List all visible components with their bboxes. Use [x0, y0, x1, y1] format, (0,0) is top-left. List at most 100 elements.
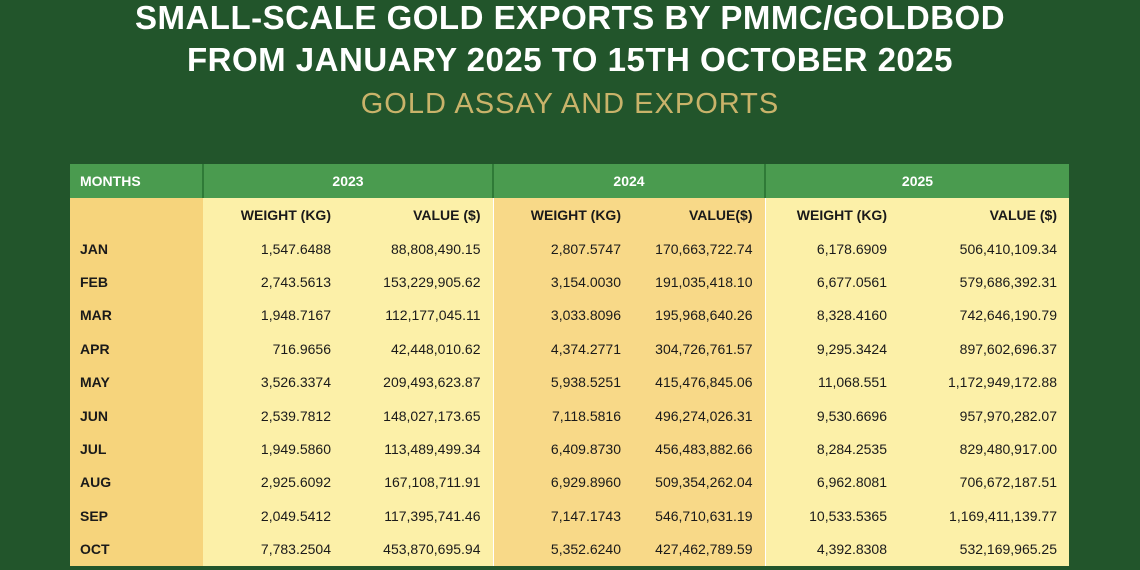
months-header: MONTHS	[70, 164, 203, 198]
value-2024-cell: 195,968,640.26	[629, 298, 765, 333]
table-row: JAN 1,547.6488 88,808,490.15 2,807.5747 …	[70, 232, 1069, 266]
value-2025-cell: 829,480,917.00	[895, 432, 1069, 466]
month-cell: MAR	[70, 298, 203, 333]
weight-2025-cell: 6,962.8081	[764, 465, 895, 500]
weight-2025-cell: 8,284.2535	[764, 432, 895, 466]
value-2025-cell: 1,169,411,139.77	[895, 499, 1069, 533]
month-cell: MAY	[70, 365, 203, 399]
weight-2025-cell: 10,533.5365	[764, 499, 895, 533]
year-header-row: MONTHS 2023 2024 2025	[70, 164, 1069, 198]
weight-2025-cell: 9,295.3424	[764, 332, 895, 366]
value-2024-cell: 509,354,262.04	[629, 465, 765, 500]
value-2023-cell: 113,489,499.34	[339, 432, 493, 466]
weight-2024-cell: 6,409.8730	[492, 432, 629, 466]
month-subheader-blank	[70, 198, 203, 232]
value-2025-cell: 579,686,392.31	[895, 265, 1069, 299]
value-2025-cell: 532,169,965.25	[895, 532, 1069, 566]
weight-header-2024: WEIGHT (KG)	[492, 198, 629, 232]
table-row: FEB 2,743.5613 153,229,905.62 3,154.0030…	[70, 265, 1069, 299]
weight-2024-cell: 5,352.6240	[492, 532, 629, 566]
value-header-2025: VALUE ($)	[895, 198, 1069, 232]
page-subtitle: GOLD ASSAY AND EXPORTS	[360, 88, 780, 120]
value-2024-cell: 456,483,882.66	[629, 432, 765, 466]
year-header-2023: 2023	[202, 164, 493, 198]
value-header-2024: VALUE($)	[629, 198, 765, 232]
weight-2024-cell: 6,929.8960	[492, 465, 629, 500]
weight-2024-cell: 7,147.1743	[492, 499, 629, 533]
value-2023-cell: 88,808,490.15	[339, 232, 493, 266]
weight-2024-cell: 5,938.5251	[492, 365, 629, 399]
value-2024-cell: 191,035,418.10	[629, 265, 765, 299]
gold-exports-table: MONTHS 2023 2024 2025 WEIGHT (KG) VALUE …	[70, 164, 1069, 566]
value-2025-cell: 957,970,282.07	[895, 398, 1069, 433]
value-2023-cell: 209,493,623.87	[339, 365, 493, 399]
table-row: MAY 3,526.3374 209,493,623.87 5,938.5251…	[70, 365, 1069, 399]
weight-2023-cell: 1,949.5860	[203, 432, 339, 466]
title-line-1: SMALL-SCALE GOLD EXPORTS BY PMMC/GOLDBOD	[134, 0, 1006, 36]
table-row: AUG 2,925.6092 167,108,711.91 6,929.8960…	[70, 465, 1069, 500]
weight-2023-cell: 3,526.3374	[203, 365, 339, 399]
month-cell: APR	[70, 332, 203, 366]
weight-header-2023: WEIGHT (KG)	[203, 198, 339, 232]
table-row: JUN 2,539.7812 148,027,173.65 7,118.5816…	[70, 398, 1069, 433]
value-2024-cell: 415,476,845.06	[629, 365, 765, 399]
weight-2023-cell: 2,743.5613	[203, 265, 339, 299]
weight-2025-cell: 4,392.8308	[764, 532, 895, 566]
month-cell: JUN	[70, 398, 203, 433]
weight-header-2025: WEIGHT (KG)	[764, 198, 895, 232]
table-row: OCT 7,783.2504 453,870,695.94 5,352.6240…	[70, 532, 1069, 566]
table-row: MAR 1,948.7167 112,177,045.11 3,033.8096…	[70, 298, 1069, 333]
value-2023-cell: 117,395,741.46	[339, 499, 493, 533]
value-2025-cell: 1,172,949,172.88	[895, 365, 1069, 399]
value-2024-cell: 546,710,631.19	[629, 499, 765, 533]
month-cell: AUG	[70, 465, 203, 500]
table-row: APR 716.9656 42,448,010.62 4,374.2771 30…	[70, 332, 1069, 366]
value-2023-cell: 453,870,695.94	[339, 532, 493, 566]
value-2024-cell: 170,663,722.74	[629, 232, 765, 266]
weight-2023-cell: 2,539.7812	[203, 398, 339, 433]
weight-2024-cell: 2,807.5747	[492, 232, 629, 266]
page-title: SMALL-SCALE GOLD EXPORTS BY PMMC/GOLDBOD…	[0, 0, 1140, 81]
table-row: SEP 2,049.5412 117,395,741.46 7,147.1743…	[70, 499, 1069, 533]
weight-2023-cell: 2,049.5412	[203, 499, 339, 533]
title-line-2: FROM JANUARY 2025 TO 15TH OCTOBER 2025	[186, 41, 953, 78]
value-2025-cell: 742,646,190.79	[895, 298, 1069, 333]
weight-2024-cell: 3,033.8096	[492, 298, 629, 333]
value-2023-cell: 153,229,905.62	[339, 265, 493, 299]
table-row: JUL 1,949.5860 113,489,499.34 6,409.8730…	[70, 432, 1069, 466]
value-2025-cell: 706,672,187.51	[895, 465, 1069, 500]
weight-2024-cell: 4,374.2771	[492, 332, 629, 366]
weight-2025-cell: 6,677.0561	[764, 265, 895, 299]
value-2025-cell: 897,602,696.37	[895, 332, 1069, 366]
month-cell: FEB	[70, 265, 203, 299]
weight-2025-cell: 8,328.4160	[764, 298, 895, 333]
value-2023-cell: 167,108,711.91	[339, 465, 493, 500]
month-cell: OCT	[70, 532, 203, 566]
month-cell: SEP	[70, 499, 203, 533]
value-2024-cell: 427,462,789.59	[629, 532, 765, 566]
value-2023-cell: 42,448,010.62	[339, 332, 493, 366]
weight-2023-cell: 1,547.6488	[203, 232, 339, 266]
year-header-2025: 2025	[764, 164, 1069, 198]
weight-2023-cell: 2,925.6092	[203, 465, 339, 500]
column-header-row: WEIGHT (KG) VALUE ($) WEIGHT (KG) VALUE(…	[70, 198, 1069, 232]
value-header-2023: VALUE ($)	[339, 198, 493, 232]
weight-2023-cell: 716.9656	[203, 332, 339, 366]
weight-2023-cell: 1,948.7167	[203, 298, 339, 333]
value-2023-cell: 148,027,173.65	[339, 398, 493, 433]
weight-2025-cell: 9,530.6696	[764, 398, 895, 433]
weight-2025-cell: 6,178.6909	[764, 232, 895, 266]
year-header-2024: 2024	[492, 164, 765, 198]
weight-2024-cell: 7,118.5816	[492, 398, 629, 433]
table-body: JAN 1,547.6488 88,808,490.15 2,807.5747 …	[70, 232, 1069, 566]
weight-2023-cell: 7,783.2504	[203, 532, 339, 566]
value-2024-cell: 496,274,026.31	[629, 398, 765, 433]
value-2023-cell: 112,177,045.11	[339, 298, 493, 333]
month-cell: JUL	[70, 432, 203, 466]
value-2025-cell: 506,410,109.34	[895, 232, 1069, 266]
month-cell: JAN	[70, 232, 203, 266]
weight-2024-cell: 3,154.0030	[492, 265, 629, 299]
weight-2025-cell: 11,068.551	[764, 365, 895, 399]
value-2024-cell: 304,726,761.57	[629, 332, 765, 366]
